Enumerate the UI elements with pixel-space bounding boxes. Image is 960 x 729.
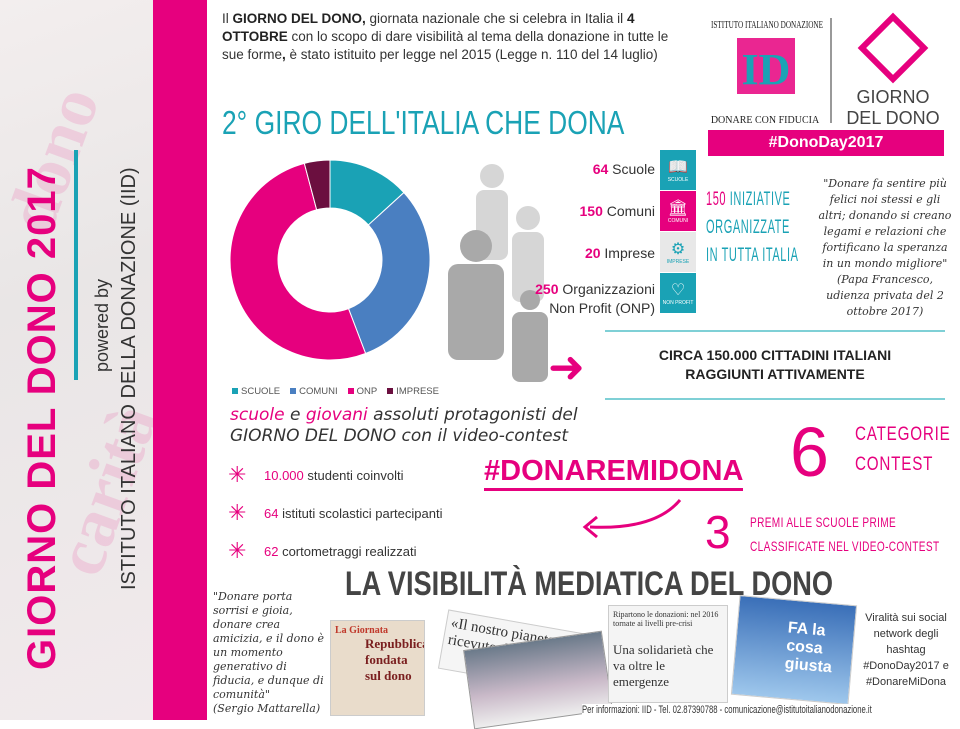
chart-legend: SCUOLE COMUNI ONP IMPRESE	[232, 386, 439, 397]
papa-quote: "Donare fa sentire più felici noi stessi…	[818, 177, 952, 318]
asterisk-icon: ✳	[228, 538, 247, 563]
bullet-item: ✳ 64 istituti scolastici partecipanti	[228, 500, 443, 525]
stat-item: 20 Imprese	[584, 245, 655, 261]
initiatives-text: 150 INIZIATIVE ORGANIZZATE IN TUTTA ITALI…	[706, 189, 799, 266]
logo: ISTITUTO ITALIANO DONAZIONE ID DONARE CO…	[703, 8, 949, 156]
donut-chart	[230, 159, 430, 361]
donut-slice-imprese	[303, 159, 331, 211]
legend-item: ONP	[347, 386, 377, 397]
pink-bar	[153, 0, 207, 720]
category-tile: ♡ NON PROFIT	[660, 273, 696, 313]
category-tile: 🏛 COMUNI	[660, 191, 696, 231]
logo-del-dono: DEL DONO	[846, 108, 939, 128]
logo-mark: ID	[742, 45, 791, 94]
building-icon: 🏛	[667, 200, 689, 217]
stat-item: 250 Organizzazioni Non Profit (ONP)	[535, 281, 655, 316]
stat-item: 150 Comuni	[579, 203, 656, 219]
tile-label: NON PROFIT	[662, 300, 694, 306]
gears-icon: ⚙	[670, 241, 686, 258]
viral-text: Viralità sui social network degli hashta…	[863, 612, 949, 688]
side-panel: dono carità GIORNO DEL DONO 2017 powered…	[0, 0, 153, 720]
hashtag-banner: #DonoDay2017	[708, 130, 944, 156]
contest-hashtag: #DONAREMIDONA	[484, 455, 744, 491]
tile-label: COMUNI	[667, 218, 689, 224]
contest-count: 6	[790, 413, 829, 491]
press-clipping: La Giornata Repubblica fondata sul dono	[330, 620, 425, 716]
people-icon	[448, 164, 548, 382]
arrow-right-icon: ➜	[548, 343, 585, 392]
bullet-item: ✳ 62 cortometraggi realizzati	[228, 538, 417, 563]
tv-photo: FA la cosa giusta	[730, 595, 858, 705]
category-tile: ⚙ IMPRESE	[660, 232, 696, 272]
section-heading: 2° GIRO DELL'ITALIA CHE DONA	[222, 104, 625, 141]
book-icon: 📖	[668, 159, 688, 176]
tile-label: SCUOLE	[667, 177, 689, 183]
prizes-label: PREMI ALLE SCUOLE PRIME CLASSIFICATE NEL …	[750, 514, 940, 554]
youth-heading: scuole e giovani assoluti protagonisti d…	[230, 405, 578, 446]
logo-motto: DONARE CON FIDUCIA	[711, 115, 820, 126]
legend-item: IMPRESE	[387, 386, 439, 397]
intro-text: Il GIORNO DEL DONO, giornata nazionale c…	[222, 11, 669, 62]
press-clipping: Ripartono le donazioni: nel 2016 tornate…	[608, 605, 728, 703]
logo-giorno: GIORNO	[856, 87, 929, 107]
footer-contact: Per informazioni: IID - Tel. 02.87390788…	[582, 704, 872, 716]
legend-item: SCUOLE	[232, 386, 280, 397]
logo-arc-text: ISTITUTO ITALIANO DONAZIONE	[711, 19, 823, 31]
powered-by: powered by	[92, 278, 112, 372]
reach-box: CIRCA 150.000 CITTADINI ITALIANI RAGGIUNT…	[605, 330, 945, 400]
legend-item: COMUNI	[290, 386, 338, 397]
donut-slice-comuni	[347, 191, 430, 355]
stat-item: 64 Scuole	[592, 161, 655, 177]
asterisk-icon: ✳	[228, 462, 247, 487]
divider	[74, 150, 78, 380]
category-tile: 📖 SCUOLE	[660, 150, 696, 190]
asterisk-icon: ✳	[228, 500, 247, 525]
contest-label: CATEGORIE CONTEST	[855, 424, 951, 475]
side-title: GIORNO DEL DONO 2017	[20, 166, 64, 670]
prizes-count: 3	[705, 506, 731, 558]
bullet-item: ✳ 10.000 studenti coinvolti	[228, 462, 404, 487]
heart-icon: ♡	[670, 282, 686, 299]
mattarella-quote: "Donare porta sorrisi e gioia, donare cr…	[213, 590, 324, 715]
institute-name: ISTITUTO ITALIANO DELLA DONAZIONE (IID)	[118, 167, 140, 590]
donut-slice-onp	[230, 162, 367, 361]
curved-arrow-icon	[582, 499, 682, 539]
tile-label: IMPRESE	[666, 259, 690, 265]
